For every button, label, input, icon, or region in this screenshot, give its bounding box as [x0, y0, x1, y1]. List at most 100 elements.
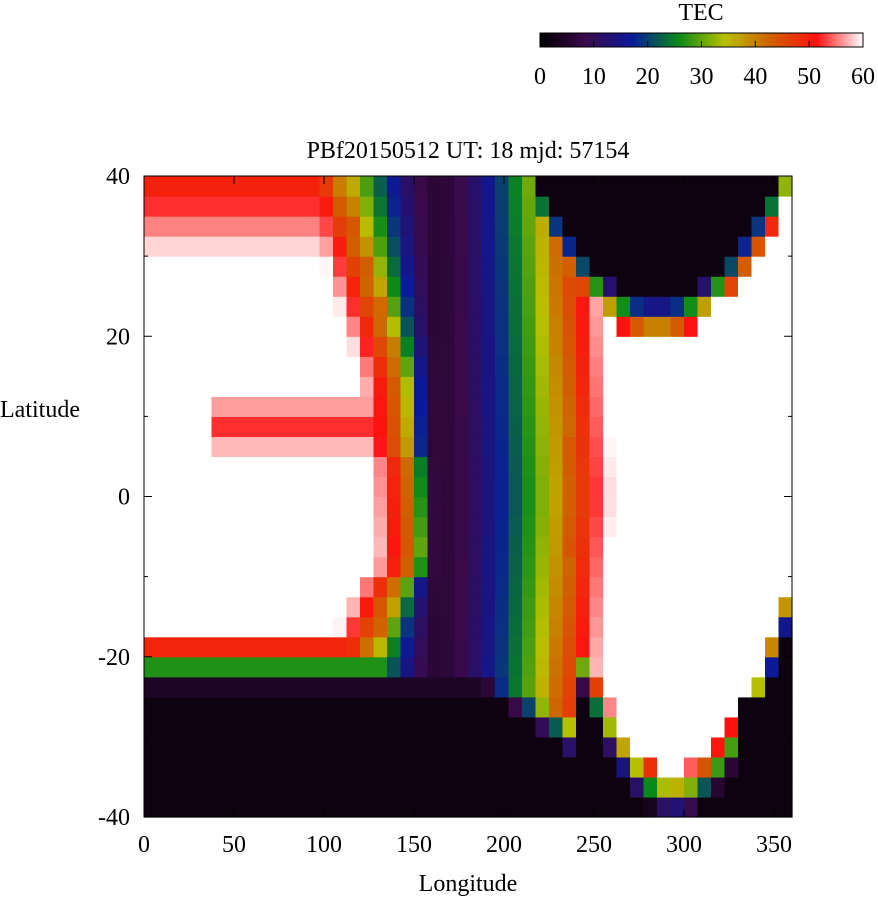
heatmap-cell — [144, 516, 159, 538]
heatmap-cell — [211, 236, 226, 257]
heatmap-cell — [549, 296, 564, 317]
heatmap-cell — [589, 656, 604, 678]
heatmap-cell — [549, 176, 564, 197]
heatmap-cell — [616, 756, 631, 778]
heatmap-cell — [738, 676, 753, 698]
heatmap-cell — [171, 256, 186, 277]
heatmap-cell — [144, 736, 159, 758]
heatmap-cell — [562, 396, 577, 417]
heatmap-cell — [522, 596, 537, 618]
heatmap-cell — [481, 636, 496, 658]
heatmap-cell — [522, 736, 537, 758]
heatmap-cell — [495, 296, 510, 317]
heatmap-cell — [157, 776, 172, 798]
heatmap-cell — [549, 456, 564, 478]
heatmap-cell — [724, 616, 739, 638]
heatmap-cell — [144, 416, 159, 438]
heatmap-cell — [468, 616, 483, 638]
heatmap-cell — [414, 416, 429, 438]
heatmap-cell — [535, 676, 550, 698]
heatmap-cell — [711, 636, 726, 658]
heatmap-cell — [238, 776, 253, 798]
heatmap-cell — [778, 496, 793, 518]
heatmap-cell — [549, 796, 564, 818]
heatmap-cell — [400, 476, 415, 498]
heatmap-cell — [360, 256, 375, 277]
heatmap-cell — [387, 276, 402, 297]
y-tick-label: 0 — [118, 485, 130, 511]
heatmap-cell — [414, 396, 429, 417]
heatmap-cell — [211, 456, 226, 478]
heatmap-cell — [373, 596, 388, 618]
heatmap-cell — [508, 396, 523, 417]
heatmap-cell — [562, 476, 577, 498]
heatmap-cell — [346, 316, 361, 337]
heatmap-cell — [157, 576, 172, 598]
heatmap-cell — [697, 776, 712, 798]
heatmap-cell — [468, 216, 483, 237]
heatmap-cell — [481, 716, 496, 738]
heatmap-cell — [589, 296, 604, 317]
heatmap-cell — [414, 776, 429, 798]
heatmap-cell — [522, 396, 537, 417]
heatmap-cell — [198, 636, 213, 658]
heatmap-cell — [225, 476, 240, 498]
heatmap-cell — [319, 236, 334, 257]
heatmap-cell — [265, 456, 280, 478]
heatmap-cell — [373, 616, 388, 638]
heatmap-cell — [751, 236, 766, 257]
heatmap-cell — [508, 356, 523, 377]
heatmap-cell — [144, 436, 159, 458]
heatmap-cell — [198, 556, 213, 578]
heatmap-cell — [657, 256, 672, 277]
heatmap-cell — [481, 176, 496, 197]
heatmap-cell — [252, 596, 267, 618]
heatmap-cell — [495, 176, 510, 197]
heatmap-cell — [238, 316, 253, 337]
heatmap-cell — [643, 756, 658, 778]
heatmap-cell — [751, 656, 766, 678]
heatmap-cell — [576, 736, 591, 758]
heatmap-cell — [225, 456, 240, 478]
heatmap-cell — [711, 576, 726, 598]
heatmap-cell — [738, 276, 753, 297]
heatmap-cell — [697, 756, 712, 778]
heatmap-cell — [643, 496, 658, 518]
heatmap-cell — [144, 576, 159, 598]
heatmap-cell — [508, 496, 523, 518]
heatmap-cell — [265, 796, 280, 818]
heatmap-cell — [454, 216, 469, 237]
y-tick-label: 40 — [106, 164, 130, 190]
heatmap-cell — [454, 716, 469, 738]
heatmap-cell — [211, 616, 226, 638]
heatmap-cell — [211, 716, 226, 738]
heatmap-cell — [522, 576, 537, 598]
heatmap-cell — [198, 436, 213, 458]
heatmap-cell — [670, 796, 685, 818]
heatmap-cell — [576, 376, 591, 397]
heatmap-cell — [441, 456, 456, 478]
heatmap-cell — [508, 276, 523, 297]
heatmap-cell — [711, 596, 726, 618]
heatmap-cell — [225, 676, 240, 698]
heatmap-cell — [427, 516, 442, 538]
heatmap-cell — [319, 456, 334, 478]
heatmap-cell — [765, 556, 780, 578]
heatmap-cell — [306, 236, 321, 257]
heatmap-cell — [238, 356, 253, 377]
heatmap-cell — [508, 516, 523, 538]
heatmap-cell — [373, 716, 388, 738]
heatmap-cell — [319, 416, 334, 438]
heatmap-cell — [562, 536, 577, 558]
heatmap-cell — [549, 496, 564, 518]
heatmap-cell — [684, 276, 699, 297]
heatmap-cell — [319, 176, 334, 197]
heatmap-cell — [279, 696, 294, 718]
heatmap-cell — [211, 316, 226, 337]
heatmap-cell — [549, 416, 564, 438]
heatmap-cell — [387, 596, 402, 618]
heatmap-cell — [265, 616, 280, 638]
heatmap-cell — [454, 296, 469, 317]
heatmap-cell — [373, 656, 388, 678]
heatmap-cell — [427, 636, 442, 658]
